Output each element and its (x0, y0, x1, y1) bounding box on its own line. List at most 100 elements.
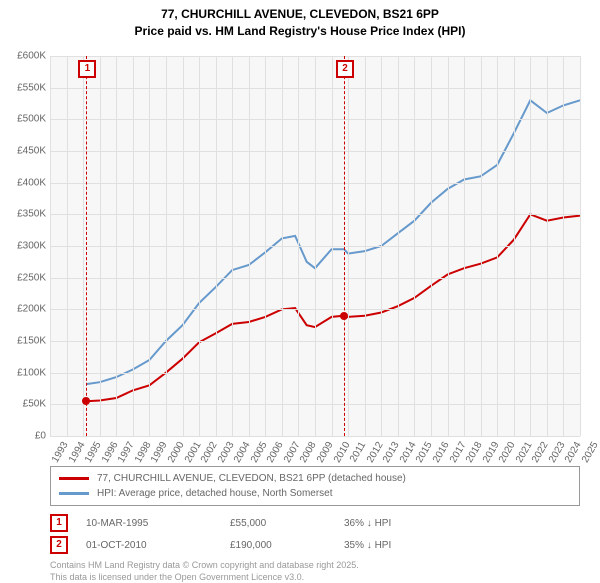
x-axis-label: 2022 (530, 440, 551, 465)
grid-v (100, 56, 101, 436)
grid-v (398, 56, 399, 436)
legend-label: 77, CHURCHILL AVENUE, CLEVEDON, BS21 6PP… (97, 473, 406, 484)
x-axis-label: 2025 (580, 440, 600, 465)
grid-v (580, 56, 581, 436)
x-axis-label: 2000 (166, 440, 187, 465)
y-axis-label: £200K (17, 304, 46, 315)
grid-v (199, 56, 200, 436)
x-axis-label: 2011 (348, 440, 368, 464)
x-axis-label: 2021 (514, 440, 535, 465)
grid-v (183, 56, 184, 436)
grid-v (431, 56, 432, 436)
x-axis-label: 1996 (100, 440, 121, 465)
sales-table-marker: 2 (50, 536, 68, 554)
y-axis-label: £300K (17, 241, 46, 252)
y-axis-label: £550K (17, 82, 46, 93)
sale-marker-box: 1 (78, 60, 96, 78)
x-axis-label: 2020 (497, 440, 518, 465)
grid-v (481, 56, 482, 436)
grid-v (149, 56, 150, 436)
grid-h (50, 436, 580, 437)
title-line1: 77, CHURCHILL AVENUE, CLEVEDON, BS21 6PP (0, 6, 600, 23)
sales-table-date: 10-MAR-1995 (86, 518, 226, 529)
x-axis-label: 2013 (381, 440, 402, 465)
x-axis-label: 2016 (431, 440, 452, 465)
y-axis-label: £600K (17, 51, 46, 62)
grid-v (232, 56, 233, 436)
sales-table-price: £190,000 (230, 540, 340, 551)
x-axis-label: 1998 (133, 440, 154, 465)
x-axis-label: 2015 (414, 440, 435, 465)
x-axis-label: 1993 (50, 440, 71, 465)
x-axis-label: 2023 (547, 440, 568, 465)
grid-v (448, 56, 449, 436)
x-axis-label: 2019 (481, 440, 502, 465)
sales-table-row: 2 01-OCT-2010 £190,000 35% ↓ HPI (50, 534, 580, 556)
grid-v (530, 56, 531, 436)
x-axis-label: 2006 (265, 440, 286, 465)
sales-table-diff: 36% ↓ HPI (344, 518, 454, 529)
chart-title: 77, CHURCHILL AVENUE, CLEVEDON, BS21 6PP… (0, 6, 600, 40)
grid-v (381, 56, 382, 436)
sales-table-diff: 35% ↓ HPI (344, 540, 454, 551)
x-axis-label: 1997 (116, 440, 137, 465)
grid-v (67, 56, 68, 436)
x-axis-label: 2010 (332, 440, 353, 465)
legend: 77, CHURCHILL AVENUE, CLEVEDON, BS21 6PP… (50, 466, 580, 506)
x-axis-label: 2003 (216, 440, 237, 465)
legend-label: HPI: Average price, detached house, Nort… (97, 488, 333, 499)
x-axis-label: 2024 (563, 440, 584, 465)
y-axis-label: £400K (17, 177, 46, 188)
x-axis-label: 1994 (67, 440, 88, 465)
sale-dot (340, 312, 348, 320)
grid-v (514, 56, 515, 436)
grid-v (50, 56, 51, 436)
sale-marker-line (344, 56, 345, 436)
x-axis-label: 2014 (398, 440, 419, 465)
sales-table-marker: 1 (50, 514, 68, 532)
grid-v (282, 56, 283, 436)
y-axis-label: £0 (35, 431, 46, 442)
legend-swatch (59, 492, 89, 495)
grid-v (348, 56, 349, 436)
sale-marker-line (86, 56, 87, 436)
legend-row: HPI: Average price, detached house, Nort… (59, 486, 571, 501)
grid-v (563, 56, 564, 436)
sales-table: 1 10-MAR-1995 £55,000 36% ↓ HPI 2 01-OCT-2010… (50, 512, 580, 556)
grid-v (249, 56, 250, 436)
y-axis-label: £350K (17, 209, 46, 220)
sales-table-price: £55,000 (230, 518, 340, 529)
x-axis-label: 2001 (183, 440, 204, 465)
grid-v (116, 56, 117, 436)
chart-container: 77, CHURCHILL AVENUE, CLEVEDON, BS21 6PP… (0, 6, 600, 566)
x-axis-label: 2008 (298, 440, 319, 465)
copyright-line2: This data is licensed under the Open Gov… (50, 572, 580, 583)
y-axis-label: £500K (17, 114, 46, 125)
y-axis-label: £150K (17, 336, 46, 347)
grid-v (464, 56, 465, 436)
grid-v (83, 56, 84, 436)
grid-v (166, 56, 167, 436)
grid-v (315, 56, 316, 436)
y-axis-label: £250K (17, 272, 46, 283)
chart-plot-area: £0£50K£100K£150K£200K£250K£300K£350K£400… (50, 56, 580, 436)
sales-table-row: 1 10-MAR-1995 £55,000 36% ↓ HPI (50, 512, 580, 534)
grid-v (497, 56, 498, 436)
grid-v (265, 56, 266, 436)
y-axis-label: £100K (17, 367, 46, 378)
x-axis-label: 2004 (232, 440, 253, 465)
copyright: Contains HM Land Registry data © Crown c… (50, 560, 580, 583)
grid-v (298, 56, 299, 436)
y-axis-label: £50K (23, 399, 46, 410)
legend-and-footer: 77, CHURCHILL AVENUE, CLEVEDON, BS21 6PP… (50, 466, 580, 583)
grid-v (547, 56, 548, 436)
y-axis-label: £450K (17, 146, 46, 157)
x-axis-label: 1999 (149, 440, 170, 465)
x-axis-label: 2009 (315, 440, 336, 465)
grid-v (414, 56, 415, 436)
x-axis-label: 2007 (282, 440, 303, 465)
copyright-line1: Contains HM Land Registry data © Crown c… (50, 560, 580, 572)
sales-table-date: 01-OCT-2010 (86, 540, 226, 551)
x-axis-label: 2005 (249, 440, 270, 465)
grid-v (332, 56, 333, 436)
